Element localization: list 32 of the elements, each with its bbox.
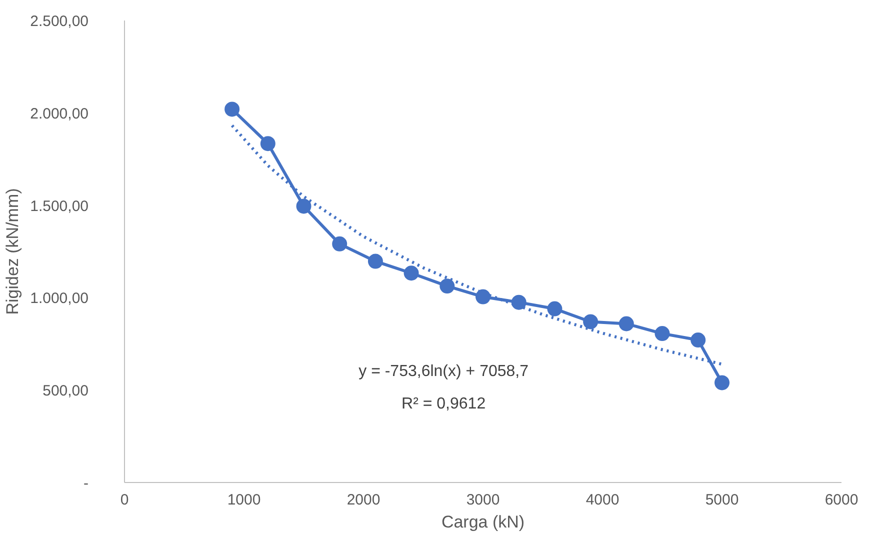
point	[260, 136, 276, 152]
x-tick-label: 2000	[346, 492, 380, 508]
x-tick-label: 0	[120, 492, 129, 508]
y-tick-label: 1.000,00	[30, 290, 88, 308]
annotation: R² = 0,9612	[402, 395, 486, 412]
x-tick-label: 5000	[705, 492, 739, 508]
point	[296, 198, 312, 214]
point	[440, 278, 455, 294]
point	[690, 332, 706, 348]
y-tick-label: 500,00	[42, 382, 89, 400]
y-tick-label: -	[84, 475, 89, 492]
y-tick-label: 1.500,00	[30, 198, 88, 215]
point	[476, 289, 490, 304]
y-tick-label: 2.500,00	[30, 13, 88, 30]
point	[511, 294, 526, 310]
point	[332, 236, 348, 252]
point	[404, 266, 419, 281]
point	[618, 316, 634, 332]
x-axis-title: Carga (kN)	[441, 512, 525, 532]
x-tick-label: 6000	[824, 492, 858, 508]
y-tick-label: 2.000,00	[30, 105, 88, 122]
point	[583, 314, 598, 330]
x-tick-label: 4000	[586, 492, 620, 508]
x-tick-label: 3000	[466, 492, 500, 508]
point	[368, 254, 383, 269]
point	[547, 301, 562, 316]
annotation: y = -753,6ln(x) + 7058,7	[358, 363, 529, 380]
x-tick-label: 1000	[227, 492, 261, 508]
point	[714, 375, 730, 390]
point	[224, 102, 240, 117]
point	[654, 326, 670, 342]
y-axis-title: Rigidez (kN/mm)	[3, 188, 22, 315]
